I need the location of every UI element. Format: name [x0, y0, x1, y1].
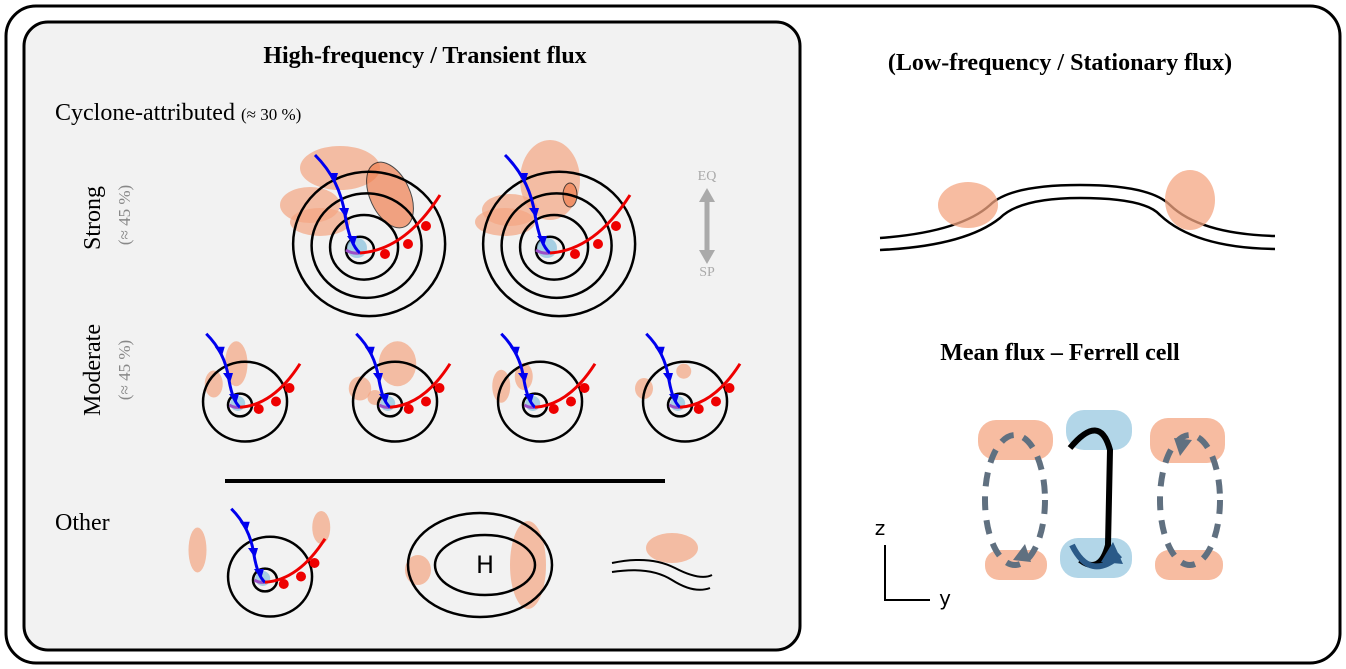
warm-front-bump	[403, 239, 413, 249]
subtitle-share: (≈ 30 %)	[241, 105, 301, 124]
axis-top: EQ	[698, 169, 717, 184]
row-label: Other	[55, 510, 110, 536]
warm-front-bump	[296, 571, 306, 582]
cold-front-tooth	[239, 521, 250, 532]
warm-front-bump	[724, 383, 735, 393]
isobar	[310, 192, 423, 300]
isobar	[406, 511, 554, 619]
warm-front	[239, 362, 302, 409]
isobar	[201, 360, 289, 443]
warm-front-bump	[548, 404, 559, 414]
warm-front	[359, 194, 442, 255]
subtitle: Cyclone-attributed (≈ 30 %)	[55, 100, 301, 126]
warm-front-bump	[611, 221, 621, 231]
left-title: High-frequency / Transient flux	[263, 43, 586, 69]
cold-front-tooth	[328, 173, 338, 183]
cold-front-tooth	[214, 346, 225, 357]
ferrell-cell	[978, 410, 1225, 580]
cold-front-tooth	[373, 373, 383, 383]
flux-blob	[204, 370, 223, 398]
right-title: (Low-frequency / Stationary flux)	[888, 50, 1232, 76]
cold-front-tooth	[339, 208, 349, 218]
isobar	[351, 360, 439, 443]
warm-front-bump	[434, 383, 445, 393]
warm-front	[389, 362, 452, 409]
axes	[884, 545, 930, 601]
warm-front	[264, 537, 327, 584]
cold-front-tooth	[379, 394, 389, 404]
flux-blob	[405, 555, 431, 585]
cold-front-tooth	[518, 173, 528, 183]
warm-front-bump	[593, 239, 603, 249]
warm-front-bump	[566, 396, 576, 407]
mean-title: Mean flux – Ferrell cell	[940, 340, 1180, 366]
isobar	[328, 213, 400, 281]
flux-blob	[300, 146, 380, 190]
warm-front	[549, 194, 632, 255]
warm-front-bump	[693, 404, 704, 414]
axis-arrow	[699, 188, 715, 264]
warm-front	[534, 362, 597, 409]
cold-front-tooth	[364, 346, 375, 357]
warm-front-bump	[253, 404, 264, 414]
flux-blob	[312, 511, 331, 544]
cold-front-tooth	[248, 548, 258, 558]
flux-blob	[378, 341, 417, 387]
flux-blob	[646, 533, 698, 563]
isobar	[226, 535, 314, 618]
warm-front-bump	[284, 383, 295, 393]
axis-bottom: SP	[699, 265, 715, 280]
left-panel	[22, 20, 802, 652]
flux-blob	[188, 527, 207, 573]
row-label: Moderate	[80, 324, 106, 416]
warm-front-bump	[278, 579, 289, 589]
cold-front-tooth	[347, 236, 357, 246]
isobar	[433, 533, 537, 597]
cold-front-tooth	[524, 394, 534, 404]
cold-front-tooth	[529, 208, 539, 218]
warm-front-bump	[579, 383, 590, 393]
cold-front-tooth	[663, 373, 673, 383]
cold-front-tooth	[518, 373, 528, 383]
warm-front-bump	[570, 249, 580, 259]
isobar	[518, 213, 590, 281]
subtitle-text: Cyclone-attributed	[55, 100, 235, 126]
high-label: H	[476, 551, 494, 579]
isobar	[481, 170, 637, 318]
warm-front-bump	[403, 404, 414, 414]
cold-front-tooth	[669, 394, 679, 404]
warm-front-bump	[421, 396, 431, 407]
cold-front-tooth	[537, 236, 547, 246]
warm-front-bump	[421, 221, 431, 231]
flow-lines	[611, 559, 713, 591]
cold-front-tooth	[254, 569, 264, 579]
y-label: y	[939, 586, 951, 610]
warm-front	[679, 362, 742, 409]
warm-front-bump	[711, 396, 721, 407]
wave-blobs	[938, 170, 1215, 230]
isobar	[496, 360, 584, 443]
cold-front-tooth	[223, 373, 233, 383]
isobar	[291, 170, 447, 318]
isobar	[500, 192, 613, 300]
cold-front-tooth	[509, 346, 520, 357]
z-label: z	[875, 516, 886, 540]
warm-front-bump	[380, 249, 390, 259]
cold-front-tooth	[654, 346, 665, 357]
flux-blob	[510, 521, 546, 609]
warm-front-bump	[309, 558, 320, 568]
row-share: (≈ 45 %)	[115, 185, 134, 245]
flux-blob	[676, 363, 692, 379]
isobar	[641, 360, 729, 443]
row-label: Strong	[80, 186, 106, 250]
warm-front-bump	[271, 396, 281, 407]
cold-front-tooth	[229, 394, 239, 404]
flux-blob	[280, 187, 340, 223]
row-share: (≈ 45 %)	[115, 340, 134, 400]
